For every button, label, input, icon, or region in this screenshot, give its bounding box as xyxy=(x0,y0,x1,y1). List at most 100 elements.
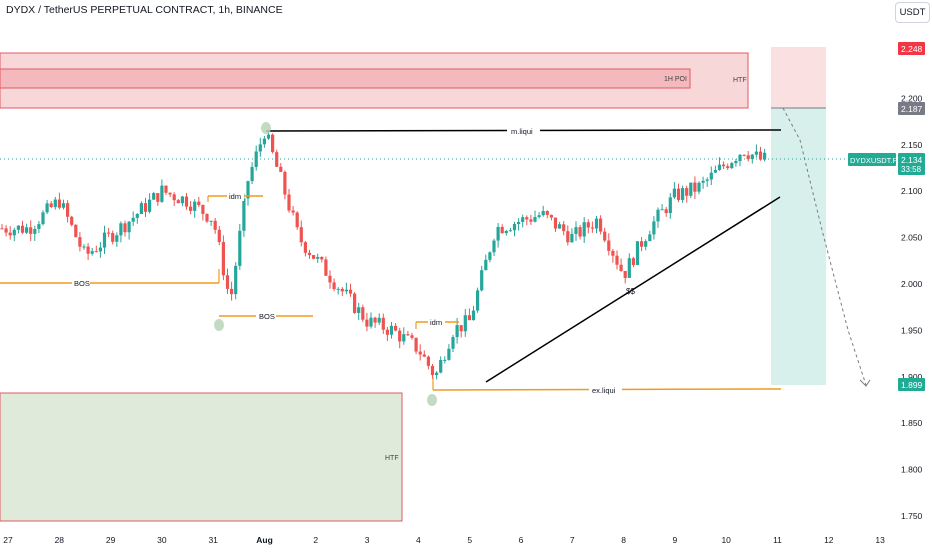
candle-down xyxy=(549,214,553,218)
candle-down xyxy=(275,152,279,167)
bos-bg-2 xyxy=(256,311,276,321)
candle-up xyxy=(82,246,86,248)
time-tick-label: 9 xyxy=(673,535,678,545)
candle-down xyxy=(619,264,623,272)
candle-down xyxy=(123,223,127,233)
svg-text:2.248: 2.248 xyxy=(901,44,923,54)
svg-text:1.899: 1.899 xyxy=(901,380,923,390)
candle-down xyxy=(418,351,422,355)
candle-down xyxy=(664,209,668,214)
candle-down xyxy=(78,237,82,247)
candle-up xyxy=(180,196,184,204)
time-tick-label: 7 xyxy=(570,535,575,545)
candle-up xyxy=(357,307,361,313)
candle-down xyxy=(348,289,353,294)
time-tick-label: 12 xyxy=(824,535,834,545)
swing-low-marker-2[interactable] xyxy=(427,394,437,406)
candle-down xyxy=(467,315,471,321)
candle-up xyxy=(512,224,517,231)
candle-down xyxy=(172,194,176,201)
svg-text:DYDXUSDT.P: DYDXUSDT.P xyxy=(850,156,898,165)
price-tick-label: 2.150 xyxy=(901,140,923,150)
candle-up xyxy=(447,348,451,360)
time-tick-label: 2 xyxy=(313,535,318,545)
time-tick-label: 30 xyxy=(157,535,167,545)
candle-down xyxy=(566,231,570,243)
candle-up xyxy=(594,218,599,229)
candle-down xyxy=(553,217,558,229)
candle-down xyxy=(525,217,529,220)
candle-down xyxy=(230,288,234,295)
price-axis[interactable]: 2.200 2.150 2.100 2.050 2.000 1.950 1.900 1.850… xyxy=(901,93,923,521)
candle-down xyxy=(611,250,615,256)
candles[interactable] xyxy=(0,129,767,380)
candle-down xyxy=(685,188,689,196)
trendline-support[interactable] xyxy=(485,196,781,383)
position-risk-zone[interactable] xyxy=(771,47,826,108)
candle-up xyxy=(709,172,713,180)
position-target-zone[interactable] xyxy=(771,108,826,385)
candle-up xyxy=(750,154,754,160)
bos-bg-1 xyxy=(72,278,90,288)
price-tick-label: 1.950 xyxy=(901,325,923,335)
candle-up xyxy=(115,235,119,242)
candle-down xyxy=(545,210,549,215)
candle-down xyxy=(312,255,316,259)
time-tick-label: 11 xyxy=(773,535,782,545)
candle-up xyxy=(754,151,758,155)
candle-up xyxy=(135,213,139,218)
candle-down xyxy=(410,335,414,338)
swing-high-marker[interactable] xyxy=(261,122,271,134)
time-tick-label: 4 xyxy=(416,535,421,545)
candle-down xyxy=(722,164,726,167)
candle-down xyxy=(394,325,398,331)
candle-down xyxy=(29,227,33,234)
candle-down xyxy=(365,319,369,327)
candle-up xyxy=(517,221,521,225)
candle-up xyxy=(480,270,484,291)
candle-up xyxy=(734,161,738,164)
candle-down xyxy=(197,201,201,205)
candle-up xyxy=(389,325,394,335)
candle-up xyxy=(344,289,348,292)
candle-up xyxy=(193,201,197,211)
candle-down xyxy=(307,252,312,256)
candle-up xyxy=(33,228,37,234)
candle-up xyxy=(45,203,49,213)
time-tick-label: 28 xyxy=(55,535,65,545)
candle-up xyxy=(471,310,476,321)
badge-symbol[interactable]: DYDXUSDT.P xyxy=(848,153,898,166)
svg-text:33:58: 33:58 xyxy=(901,165,922,174)
candle-up xyxy=(61,203,66,208)
candle-up xyxy=(717,164,722,171)
candle-down xyxy=(20,225,25,233)
currency-button[interactable]: USDT xyxy=(895,2,930,23)
candle-down xyxy=(430,365,435,376)
candle-up xyxy=(98,247,102,252)
candle-down xyxy=(4,228,8,233)
htf-demand-zone[interactable] xyxy=(0,392,403,522)
candle-up xyxy=(262,138,266,145)
candle-down xyxy=(86,246,90,254)
candle-down xyxy=(107,232,111,234)
swing-low-marker-1[interactable] xyxy=(214,319,224,331)
candle-up xyxy=(37,224,41,229)
poi-label: 1H POI xyxy=(664,76,687,83)
time-tick-label: Aug xyxy=(256,535,273,545)
1h-poi-zone[interactable] xyxy=(0,68,691,89)
candle-up xyxy=(570,233,574,243)
candle-down xyxy=(221,242,225,276)
candle-up xyxy=(152,193,156,200)
candle-down xyxy=(66,203,70,217)
time-axis[interactable]: 27 28 29 30 31 Aug 2 3 4 5 6 7 8 9 10 11 12 13 xyxy=(3,535,885,545)
candle-up xyxy=(648,234,652,242)
candle-down xyxy=(111,233,115,242)
candle-down xyxy=(459,325,463,332)
price-tick-label: 1.900 xyxy=(901,372,923,382)
candle-down xyxy=(693,182,697,192)
candle-down xyxy=(8,232,12,236)
candle-up xyxy=(238,230,242,266)
candle-up xyxy=(258,144,262,152)
